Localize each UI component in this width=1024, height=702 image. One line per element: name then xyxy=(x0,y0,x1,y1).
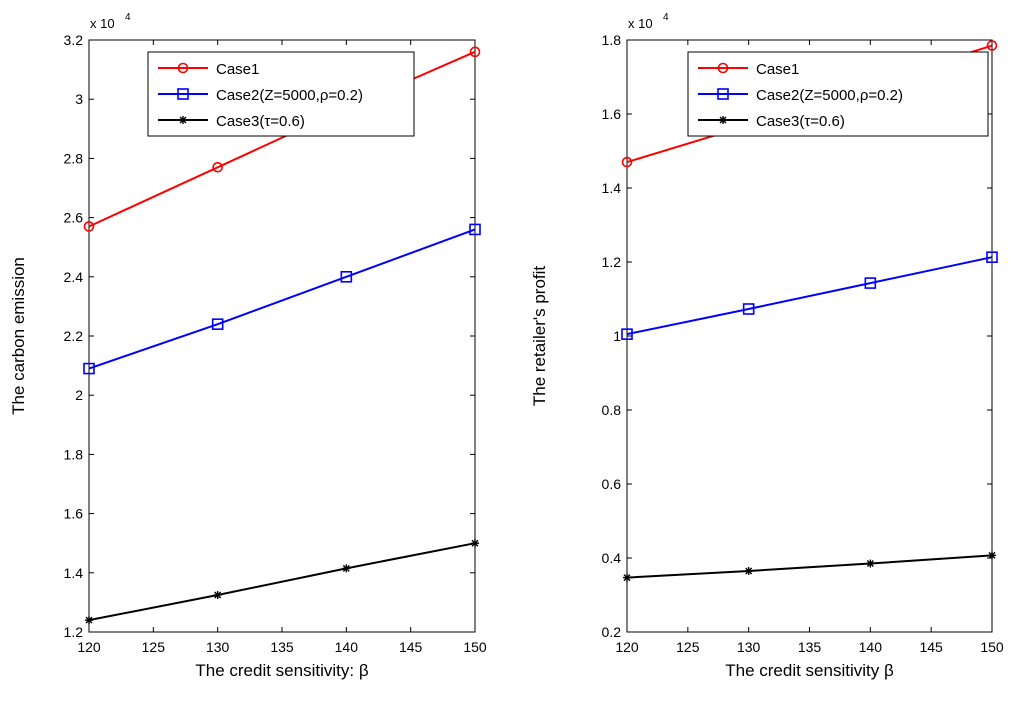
plot-area xyxy=(626,39,993,633)
y-tick-label: 2.6 xyxy=(64,210,84,226)
y-tick-label: 3.2 xyxy=(64,32,84,48)
y-tick-label: 2.4 xyxy=(64,269,84,285)
data-point xyxy=(212,161,223,173)
data-point xyxy=(340,270,353,283)
x-tick-label: 145 xyxy=(399,639,423,655)
data-point xyxy=(986,251,998,263)
y-exponent-label: x 10 xyxy=(90,16,115,31)
y-axis-label: The retailer's profit xyxy=(530,266,549,407)
y-tick-label: 1.8 xyxy=(602,32,622,48)
data-point xyxy=(866,559,875,568)
data-point xyxy=(621,328,633,340)
y-tick-label: 1 xyxy=(613,328,621,344)
data-point xyxy=(864,277,877,289)
legend-label: Case3(τ=0.6) xyxy=(216,113,305,130)
y-tick-label: 2.2 xyxy=(64,328,84,344)
x-axis-label: The credit sensitivity: β xyxy=(195,661,368,680)
y-tick-label: 1.8 xyxy=(64,446,84,462)
data-point xyxy=(986,40,998,51)
x-tick-label: 140 xyxy=(859,639,883,655)
data-point xyxy=(85,616,93,625)
series-2 xyxy=(83,223,481,375)
y-tick-label: 2 xyxy=(75,387,83,403)
series-line xyxy=(88,228,476,370)
x-tick-label: 140 xyxy=(335,639,359,655)
chart-panel-2: 0.2 0.4 0.6 0.8 1 1.2 1.4 1.6 1.8 120 125 130 135 140… xyxy=(530,12,1004,680)
legend-marker xyxy=(717,88,729,100)
y-tick-label: 1.2 xyxy=(64,624,84,640)
series-3 xyxy=(85,539,479,625)
x-tick-label: 135 xyxy=(798,639,822,655)
x-tick-label: 120 xyxy=(77,639,101,655)
legend-label: Case2(Z=5000,ρ=0.2) xyxy=(756,87,903,104)
data-point xyxy=(211,318,224,330)
series-line xyxy=(626,554,993,579)
y-exponent-label: x 10 xyxy=(628,16,653,31)
data-point xyxy=(469,46,481,58)
data-point xyxy=(83,221,95,232)
series-line xyxy=(88,542,476,622)
legend-marker xyxy=(177,88,189,100)
y-exponent-power: 4 xyxy=(125,12,131,23)
legend-marker xyxy=(719,116,727,124)
legend: Case1 Case2(Z=5000,ρ=0.2) Case3(τ=0.6) xyxy=(147,51,415,137)
y-tick-label: 1.6 xyxy=(602,106,622,122)
chart-panel-1: 1.2 1.4 1.6 1.8 2 2.2 2.4 2.6 2.8 3 3.2 120 125 130 13… xyxy=(9,12,487,680)
legend-label: Case1 xyxy=(216,61,259,78)
series-line xyxy=(626,256,993,336)
y-tick-label: 0.6 xyxy=(602,476,622,492)
legend-label: Case1 xyxy=(756,61,799,78)
x-tick-label: 125 xyxy=(142,639,166,655)
legend-label: Case2(Z=5000,ρ=0.2) xyxy=(216,87,363,104)
series-3 xyxy=(623,551,996,582)
data-point xyxy=(742,303,755,315)
x-tick-label: 145 xyxy=(919,639,943,655)
y-tick-label: 0.8 xyxy=(602,402,622,418)
data-point xyxy=(83,362,95,375)
y-tick-label: 1.4 xyxy=(602,180,622,196)
x-tick-label: 130 xyxy=(206,639,230,655)
data-point xyxy=(744,566,753,575)
legend-marker xyxy=(179,116,187,124)
x-tick-label: 150 xyxy=(463,639,487,655)
series-2 xyxy=(621,251,998,340)
y-exponent-power: 4 xyxy=(663,12,669,23)
data-point xyxy=(469,223,481,236)
y-tick-label: 0.2 xyxy=(602,624,622,640)
y-tick-label: 1.2 xyxy=(602,254,622,270)
data-point xyxy=(342,564,351,573)
legend-label: Case3(τ=0.6) xyxy=(756,113,845,130)
legend-marker xyxy=(177,62,189,74)
x-tick-label: 125 xyxy=(676,639,700,655)
y-tick-label: 1.4 xyxy=(64,565,84,581)
y-tick-label: 2.8 xyxy=(64,150,84,166)
y-axis-label: The carbon emission xyxy=(9,257,28,415)
data-point xyxy=(621,156,633,168)
data-point xyxy=(213,591,222,599)
x-tick-label: 150 xyxy=(980,639,1004,655)
legend-marker xyxy=(717,62,729,74)
x-tick-label: 120 xyxy=(615,639,639,655)
y-tick-label: 3 xyxy=(75,91,83,107)
y-tick-label: 0.4 xyxy=(602,550,622,566)
data-point xyxy=(623,573,631,582)
x-axis-label: The credit sensitivity β xyxy=(725,661,894,680)
data-point xyxy=(471,539,479,548)
x-tick-label: 135 xyxy=(270,639,294,655)
data-point xyxy=(988,551,996,560)
legend: Case1 Case2(Z=5000,ρ=0.2) Case3(τ=0.6) xyxy=(687,51,989,137)
x-tick-label: 130 xyxy=(737,639,761,655)
y-tick-label: 1.6 xyxy=(64,506,84,522)
